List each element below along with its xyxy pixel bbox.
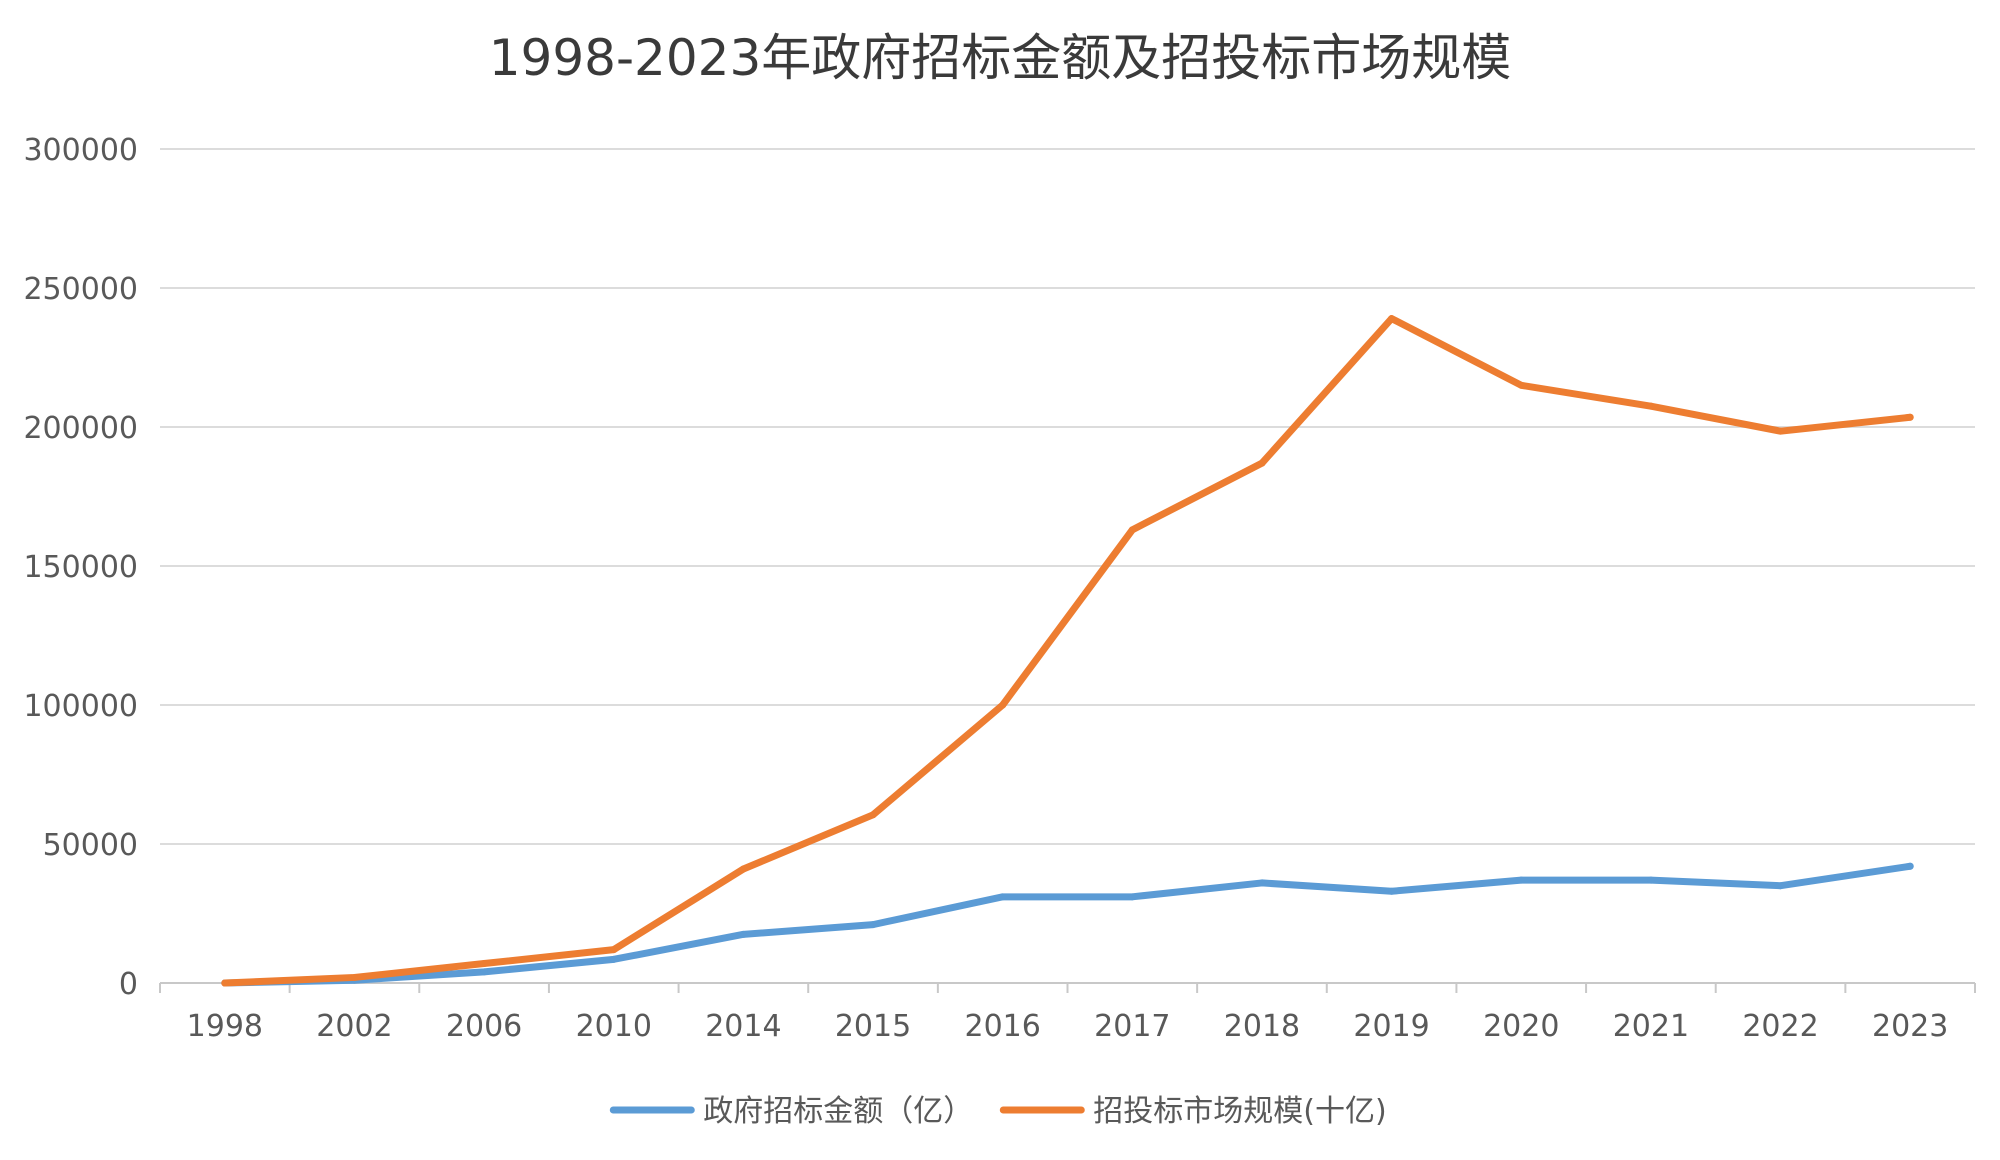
y-tick-label: 100000: [23, 689, 138, 724]
y-tick-label: 250000: [23, 272, 138, 307]
data-point: [1647, 876, 1655, 884]
data-point: [610, 955, 618, 963]
series-line-2: [221, 315, 1914, 987]
data-point: [869, 811, 877, 819]
x-tick-label: 2002: [316, 1009, 392, 1044]
gridlines: [160, 148, 1975, 984]
x-tick-label: 2021: [1613, 1009, 1689, 1044]
data-point: [1128, 893, 1136, 901]
series-lines: [221, 315, 1914, 987]
legend-item-2: 招投标市场规模(十亿): [999, 1094, 1387, 1129]
legend: 政府招标金额（亿） 招投标市场规模(十亿): [609, 1094, 1387, 1129]
data-point: [221, 979, 229, 987]
x-tick-label: 2018: [1224, 1009, 1300, 1044]
x-tick-label: 1998: [187, 1009, 263, 1044]
y-tick-label: 0: [119, 967, 138, 1002]
data-point: [1128, 526, 1136, 534]
data-point: [480, 968, 488, 976]
data-point: [869, 921, 877, 929]
data-point: [350, 973, 358, 981]
data-point: [1777, 427, 1785, 435]
x-tick-label: 2023: [1872, 1009, 1948, 1044]
data-point: [610, 946, 618, 954]
data-point: [999, 893, 1007, 901]
data-point: [1258, 879, 1266, 887]
x-tick-label: 2022: [1742, 1009, 1818, 1044]
x-tick-label: 2006: [446, 1009, 522, 1044]
series-line-1: [221, 862, 1914, 987]
data-point: [739, 865, 747, 873]
data-point: [999, 701, 1007, 709]
data-point: [1777, 882, 1785, 890]
y-tick-label: 50000: [43, 828, 138, 863]
legend-item-1: 政府招标金额（亿）: [609, 1094, 973, 1129]
data-point: [1388, 315, 1396, 323]
data-point: [739, 930, 747, 938]
x-tick-label: 2010: [576, 1009, 652, 1044]
x-tick-label: 2015: [835, 1009, 911, 1044]
y-tick-label: 200000: [23, 411, 138, 446]
data-point: [1517, 381, 1525, 389]
chart-title: 1998-2023年政府招标金额及招投标市场规模: [489, 29, 1512, 87]
data-point: [1517, 876, 1525, 884]
data-point: [1906, 862, 1914, 870]
y-axis-ticks: 0 50000 100000 150000 200000 250000 300000: [23, 133, 138, 1002]
data-point: [1647, 402, 1655, 410]
data-point: [480, 960, 488, 968]
y-tick-label: 300000: [23, 133, 138, 168]
data-point: [1258, 459, 1266, 467]
legend-label: 招投标市场规模(十亿): [1093, 1094, 1386, 1129]
x-tick-label: 2017: [1094, 1009, 1170, 1044]
x-axis-ticks: 1998 2002 2006 2010 2014 2015 2016 2017 2018 2019…: [159, 983, 1976, 1044]
x-tick-label: 2020: [1483, 1009, 1559, 1044]
x-tick-label: 2014: [705, 1009, 781, 1044]
x-tick-label: 2016: [964, 1009, 1040, 1044]
data-point: [1388, 887, 1396, 895]
legend-label: 政府招标金额（亿）: [703, 1094, 973, 1129]
data-point: [1906, 413, 1914, 421]
y-tick-label: 150000: [23, 550, 138, 585]
x-tick-label: 2019: [1353, 1009, 1429, 1044]
